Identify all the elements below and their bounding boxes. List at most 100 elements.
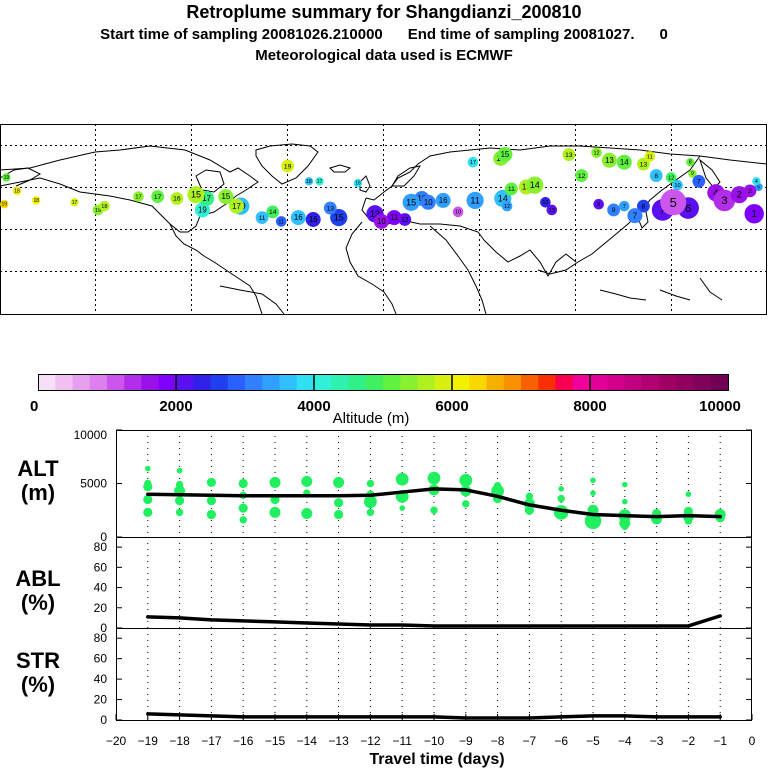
map-plume-circle [627,208,643,224]
map-day-label: 13 [549,208,555,214]
coastline-africa [345,221,487,315]
map-plume-circle [323,201,337,215]
map-plume-circle [218,189,234,205]
chart-title: Retroplume summary for Shangdianzi_20081… [186,2,582,22]
map-day-label: 17 [317,179,323,185]
coastline-south-america [219,285,285,315]
map-plume-circle [540,197,551,208]
map-plume-circle [353,179,363,188]
map-day-label: 12 [668,175,674,181]
map-day-label: 8 [654,173,658,180]
map-gridlines [0,124,767,315]
map-plume-circle [402,193,420,211]
map-day-label: 16 [294,213,303,222]
map-plume-circle [649,169,663,182]
map-day-label: 12 [542,200,548,206]
map-day-label: 17 [232,202,241,211]
map-day-label: 9 [612,207,616,214]
map-day-label: 13 [605,156,614,165]
map-day-label: 7 [633,211,637,220]
coastline-arabia-india [483,239,577,278]
map-day-label: 13 [370,209,380,219]
map-plume-circle [618,200,630,212]
map-plume-circle [12,186,22,196]
map-day-label: 11 [508,186,515,193]
map-day-label: 19 [95,208,101,214]
map-day-label: 10 [424,198,433,207]
map-plume-circle [501,200,513,212]
map-plume-circle [575,169,589,182]
map-plume-circle [187,186,205,204]
map-day-label: 18 [101,204,107,210]
map-day-label: 17 [72,200,78,206]
map-plume-circle [688,169,697,178]
map-day-label: 16 [173,196,181,203]
map-plume-circle [665,172,677,183]
map-plume-circle [133,191,144,202]
map-day-label: 19 [284,163,292,170]
map-day-label: 4 [713,188,718,198]
map-plume-circle [467,156,479,168]
map-day-label: 12 [578,173,586,180]
map-day-label: 11 [647,154,653,160]
map-day-label: 8 [689,160,692,166]
map-plume-circle [660,189,687,216]
map-day-label: 12 [593,151,599,157]
coastline-greenland [255,143,319,185]
map-plume-circle [315,177,324,186]
map-day-label: 7 [659,205,665,217]
map-plume-circle [255,211,269,224]
map-day-label: 2 [737,190,742,200]
map-plume-circle [607,203,620,217]
map-plume-circle [194,202,210,218]
map-plume-circle [266,205,280,219]
map-day-label: 16 [355,181,361,187]
map-day-label: 12 [504,204,510,210]
map-day-label: 13 [640,161,648,168]
map-day-label: 15 [501,150,510,159]
map-plume-circle [546,204,558,216]
map-plume-circle [373,213,389,229]
map-day-label: 12 [401,217,409,224]
map-plume-circle [593,198,604,210]
map-day-label: 13 [565,152,573,159]
map-day-label: 14 [498,194,508,204]
map-plume-circle [466,191,484,209]
map-plume-circle [644,151,656,162]
coastline-gulf [169,223,263,315]
map-plume-circle [504,182,518,196]
map-plume-circle [2,173,11,182]
map-plume-circle [435,192,451,208]
map-day-label: 15 [334,213,344,223]
map-day-label: 9 [691,171,694,177]
map-day-label: 17 [135,194,141,200]
map-plume-circle [99,200,110,212]
map-plume-circle [686,158,695,167]
map-day-label: 19 [198,206,207,215]
map-plume-circle [290,210,306,226]
map-plume-circle [170,192,184,205]
map-day-label: 7 [623,204,626,210]
map-day-label: 14 [620,158,629,167]
coastline-iceland [329,164,352,173]
map-day-label: 18 [33,198,39,204]
map-plume-circle [637,199,650,213]
map-day-label: 5 [670,195,677,210]
map-day-label: 15 [221,192,230,201]
map-day-label: 11 [259,215,266,222]
map-day-label: 18 [14,188,20,194]
map-plume-circle [692,174,706,188]
map-plume-circle [330,208,348,227]
coastline-mediterranean [361,197,485,241]
map-plume-circle [386,210,402,226]
map-day-label: 2 [748,188,752,195]
map-plume-circle [713,189,736,212]
map-day-label: 17 [202,194,211,203]
map-plume-circle [452,206,464,218]
map-plume-circle [151,190,165,203]
map-plume-circle [591,147,602,158]
map-plume-circle [562,148,576,161]
map-day-label: 10 [455,210,461,216]
coastline-scandinavia [391,165,422,187]
